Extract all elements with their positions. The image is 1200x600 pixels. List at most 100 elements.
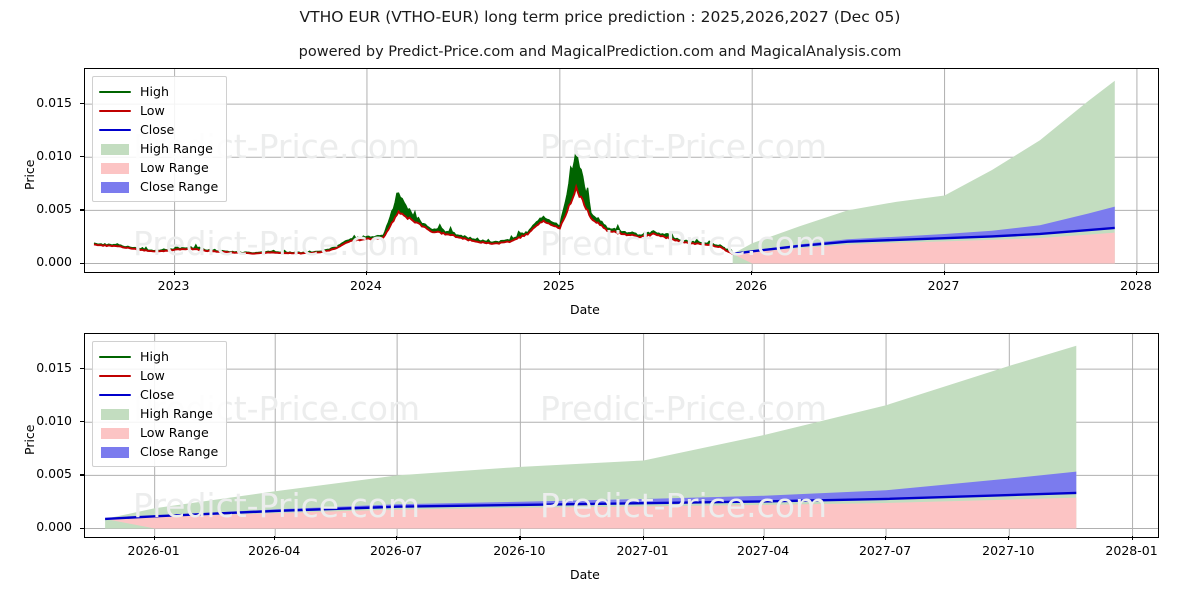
legend-marker	[101, 408, 129, 420]
legend-label: High Range	[140, 406, 213, 421]
x-tick-label: 2026	[735, 278, 768, 293]
x-tick-mark	[274, 536, 276, 540]
x-tick-mark	[642, 536, 644, 540]
y-tick-label: 0.015	[36, 360, 72, 376]
legend-marker	[99, 128, 131, 131]
legend-marker	[99, 393, 131, 396]
x-tick-label: 2025	[542, 278, 575, 293]
x-tick-label: 2023	[157, 278, 190, 293]
legend-label: Close	[140, 387, 175, 402]
x-tick-mark	[1135, 271, 1138, 275]
watermark-top-right: Predict-Price.com	[540, 127, 828, 166]
x-tick-mark	[763, 536, 765, 540]
legend-item-low-range: Low Range	[99, 158, 218, 177]
close-forecast-line	[105, 491, 1077, 521]
legend-item-low: Low	[99, 101, 218, 120]
x-tick-label: 2026-07	[369, 543, 423, 558]
high-range-band	[732, 80, 1115, 264]
x-tick-mark	[885, 536, 887, 540]
y-tick-label: 0.010	[36, 148, 72, 164]
legend-marker	[99, 109, 131, 112]
y-tick-label: 0.005	[36, 201, 72, 217]
legend-marker	[99, 374, 131, 377]
legend-swatch-icon	[99, 180, 131, 194]
y-tick-label: 0.015	[36, 95, 72, 111]
watermark-b-bottom-right: Predict-Price.com	[540, 486, 828, 525]
legend-marker	[99, 355, 131, 358]
x-tick-mark	[943, 271, 945, 275]
x-tick-mark	[1008, 536, 1010, 540]
top-chart-panel: Price Predict-Price.com Predict-Price.co…	[22, 68, 1159, 317]
y-tick-mark	[80, 368, 84, 370]
x-tick-label: 2028	[1120, 278, 1152, 293]
legend-swatch-icon	[99, 369, 131, 383]
legend-item-close-range: Close Range	[99, 442, 218, 461]
legend-marker	[101, 427, 129, 439]
legend-item-low-range: Low Range	[99, 423, 218, 442]
legend-swatch-icon	[99, 85, 131, 99]
legend-marker	[101, 446, 129, 458]
x-tick-mark	[519, 536, 521, 540]
bottom-y-axis-label: Price	[22, 424, 37, 456]
history-high-low-fill	[93, 149, 733, 255]
legend-swatch-icon	[99, 123, 131, 137]
watermark-b-top-right: Predict-Price.com	[540, 389, 828, 428]
legend-swatch-icon	[99, 104, 131, 118]
y-tick-label: 0.005	[36, 466, 72, 482]
x-tick-label: 2027-07	[858, 543, 912, 558]
legend-item-high-range: High Range	[99, 404, 218, 423]
y-tick-mark	[80, 209, 84, 211]
legend-label: Low	[140, 103, 165, 118]
x-tick-mark	[558, 271, 560, 275]
legend-marker	[101, 162, 129, 174]
x-tick-mark	[366, 271, 368, 275]
y-tick-mark	[80, 262, 84, 264]
watermark-bottom-left: Predict-Price.com	[133, 224, 421, 263]
x-tick-label: 2026-04	[248, 543, 301, 558]
top-x-axis-label: Date	[570, 302, 600, 317]
legend-label: Low	[140, 368, 165, 383]
x-tick-label: 2028-01	[1105, 543, 1158, 558]
y-tick-mark	[80, 421, 84, 423]
x-tick-label: 2027-04	[737, 543, 790, 558]
x-tick-label: 2027-01	[616, 543, 669, 558]
legend-swatch-icon	[99, 445, 131, 459]
top-chart-legend: High Low Close High Range Low Range Close Ran…	[92, 76, 228, 202]
page-subtitle: powered by Predict-Price.com and Magical…	[298, 44, 902, 60]
legend-item-high-range: High Range	[99, 139, 218, 158]
legend-marker	[99, 90, 131, 93]
x-tick-mark	[396, 536, 398, 540]
legend-marker	[101, 181, 129, 193]
x-tick-mark	[751, 271, 753, 275]
legend-label: High	[140, 349, 169, 364]
legend-label: Low Range	[140, 160, 209, 175]
legend-swatch-icon	[99, 407, 131, 421]
low-history-line	[93, 183, 734, 255]
watermark-b-bottom-left: Predict-Price.com	[133, 486, 421, 525]
legend-item-high: High	[99, 347, 218, 366]
x-tick-label: 2026-10	[493, 543, 546, 558]
y-tick-label: 0.010	[36, 413, 72, 429]
page-title: VTHO EUR (VTHO-EUR) long term price pred…	[299, 8, 901, 26]
bottom-chart-legend: High Low Close High Range Low Range Close Ran…	[92, 341, 228, 467]
x-tick-mark	[1131, 536, 1133, 540]
low-range-band	[732, 232, 1115, 264]
close-range-band	[732, 206, 1115, 254]
legend-label: Close Range	[140, 444, 219, 459]
x-tick-label: 2027	[927, 278, 960, 293]
legend-item-close: Close	[99, 385, 218, 404]
legend-marker	[101, 143, 129, 155]
y-tick-label: 0.000	[36, 519, 72, 535]
bottom-chart-svg	[85, 334, 1158, 537]
legend-swatch-icon	[99, 426, 131, 440]
x-tick-mark	[173, 271, 175, 275]
y-tick-mark	[80, 474, 84, 476]
high-range-band	[105, 345, 1077, 529]
legend-item-high: High	[99, 82, 218, 101]
top-chart-svg	[85, 69, 1158, 272]
legend-swatch-icon	[99, 161, 131, 175]
watermark-bottom-right: Predict-Price.com	[540, 224, 828, 263]
legend-label: Close	[140, 122, 175, 137]
